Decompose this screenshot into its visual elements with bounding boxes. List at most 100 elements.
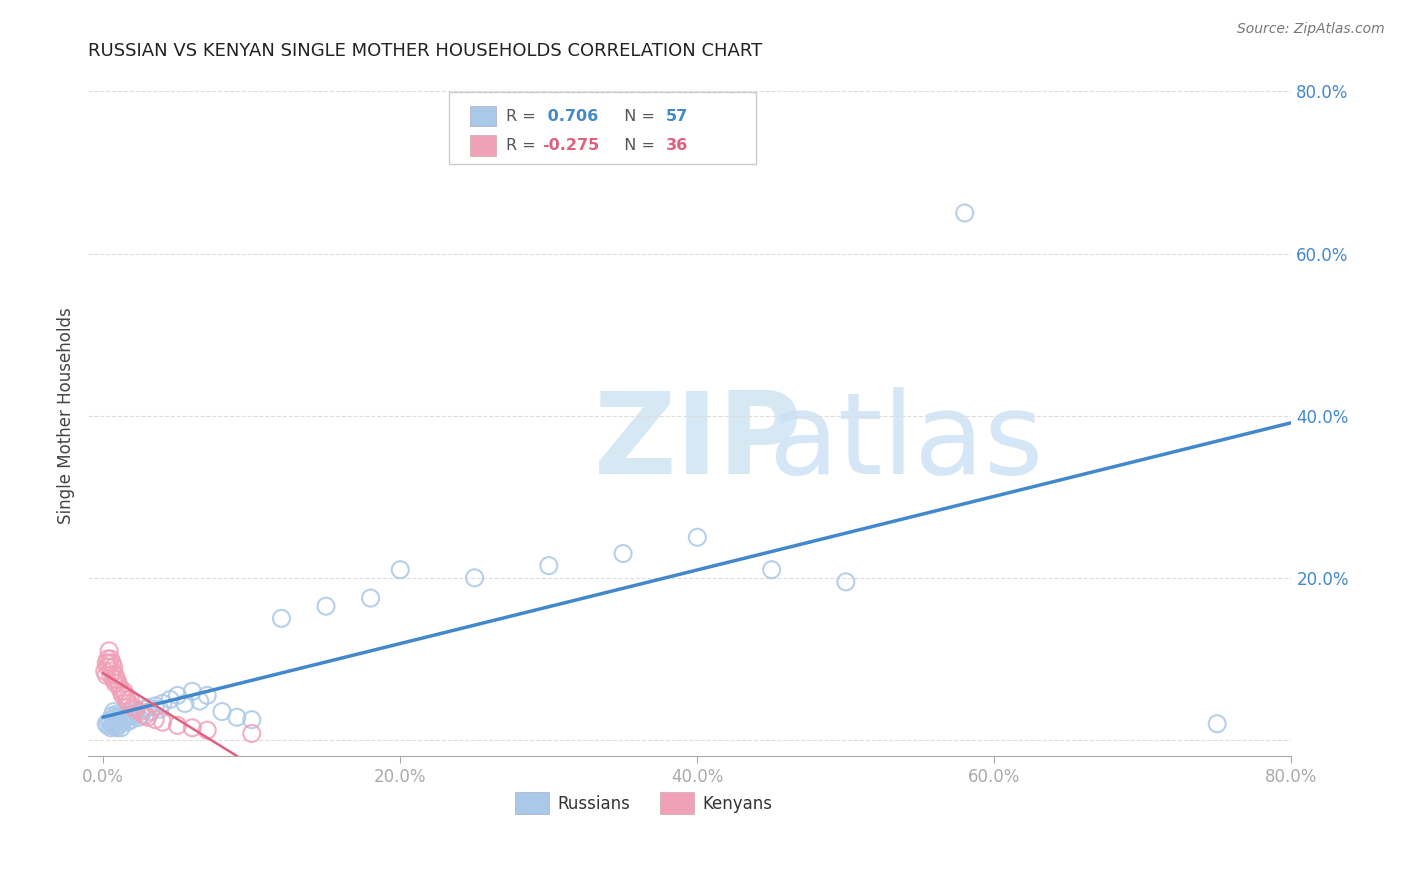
Point	[100, 721, 122, 735]
Point	[110, 684, 132, 698]
Point	[103, 660, 125, 674]
Point	[112, 713, 135, 727]
Point	[108, 716, 131, 731]
Point	[117, 710, 139, 724]
Point	[117, 697, 139, 711]
Point	[152, 715, 174, 730]
Point	[211, 705, 233, 719]
Point	[136, 700, 159, 714]
Text: R =: R =	[506, 109, 541, 124]
Point	[537, 558, 560, 573]
Point	[143, 713, 166, 727]
Point	[98, 644, 121, 658]
Point	[240, 713, 263, 727]
Bar	[470, 106, 496, 127]
Point	[1206, 716, 1229, 731]
Point	[98, 656, 121, 670]
Point	[195, 689, 218, 703]
Y-axis label: Single Mother Households: Single Mother Households	[58, 308, 75, 524]
Text: RUSSIAN VS KENYAN SINGLE MOTHER HOUSEHOLDS CORRELATION CHART: RUSSIAN VS KENYAN SINGLE MOTHER HOUSEHOL…	[89, 42, 762, 60]
Point	[97, 718, 120, 732]
Point	[143, 698, 166, 713]
Point	[181, 721, 204, 735]
Point	[125, 702, 148, 716]
Text: R =: R =	[506, 138, 541, 153]
Point	[131, 706, 153, 721]
Point	[139, 705, 162, 719]
Text: N =: N =	[614, 138, 661, 153]
Point	[107, 718, 129, 732]
Text: Source: ZipAtlas.com: Source: ZipAtlas.com	[1237, 22, 1385, 37]
Point	[128, 710, 150, 724]
Point	[115, 715, 138, 730]
Point	[96, 716, 118, 731]
Point	[105, 706, 128, 721]
Point	[103, 716, 125, 731]
Point	[110, 721, 132, 735]
Text: 0.706: 0.706	[541, 109, 598, 124]
Point	[389, 563, 412, 577]
Point	[96, 656, 118, 670]
Point	[270, 611, 292, 625]
Point	[107, 713, 129, 727]
Point	[103, 705, 125, 719]
Point	[159, 692, 181, 706]
Point	[101, 656, 124, 670]
Point	[136, 710, 159, 724]
Point	[115, 692, 138, 706]
Text: atlas: atlas	[768, 387, 1043, 499]
Point	[120, 713, 142, 727]
Point	[149, 702, 172, 716]
Point	[100, 652, 122, 666]
Point	[195, 723, 218, 738]
Point	[152, 697, 174, 711]
Point	[98, 715, 121, 730]
FancyBboxPatch shape	[450, 92, 756, 164]
Text: Russians: Russians	[558, 795, 630, 813]
Point	[110, 710, 132, 724]
Point	[166, 718, 188, 732]
Point	[129, 705, 152, 719]
Bar	[516, 792, 550, 814]
Bar	[659, 792, 693, 814]
Point	[96, 668, 118, 682]
Point	[125, 705, 148, 719]
Text: -0.275: -0.275	[541, 138, 599, 153]
Point	[97, 660, 120, 674]
Point	[835, 574, 858, 589]
Point	[104, 715, 127, 730]
Bar	[470, 135, 496, 155]
Point	[107, 676, 129, 690]
Point	[97, 652, 120, 666]
Point	[112, 684, 135, 698]
Point	[464, 571, 486, 585]
Text: Kenyans: Kenyans	[702, 795, 772, 813]
Point	[93, 664, 115, 678]
Point	[166, 689, 188, 703]
Point	[111, 689, 134, 703]
Text: N =: N =	[614, 109, 661, 124]
Point	[105, 672, 128, 686]
Point	[122, 700, 145, 714]
Point	[108, 708, 131, 723]
Point	[225, 710, 247, 724]
Point	[315, 599, 337, 614]
Point	[104, 710, 127, 724]
Point	[111, 715, 134, 730]
Point	[101, 718, 124, 732]
Point	[612, 547, 634, 561]
Point	[108, 680, 131, 694]
Point	[240, 726, 263, 740]
Point	[101, 708, 124, 723]
Point	[100, 713, 122, 727]
Point	[100, 668, 122, 682]
Point	[181, 684, 204, 698]
Point	[174, 697, 197, 711]
Point	[104, 668, 127, 682]
Text: 36: 36	[666, 138, 688, 153]
Point	[103, 672, 125, 686]
Text: ZIP: ZIP	[593, 387, 803, 499]
Point	[118, 706, 141, 721]
Point	[122, 708, 145, 723]
Point	[360, 591, 382, 606]
